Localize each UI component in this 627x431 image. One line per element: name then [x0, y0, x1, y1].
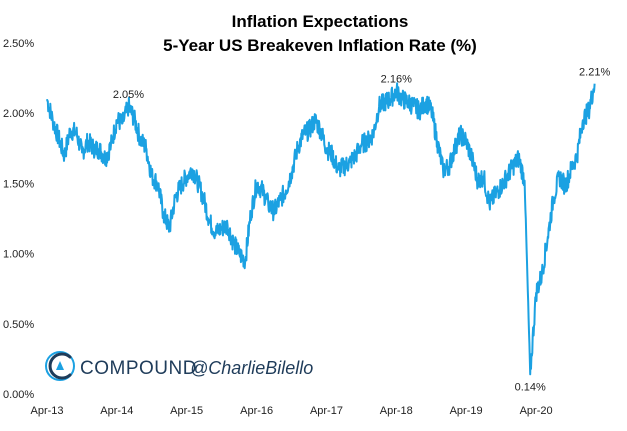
x-tick-label: Apr-20	[520, 405, 553, 417]
y-tick-label: 0.00%	[3, 389, 34, 401]
twitter-handle: @CharlieBilello	[190, 358, 313, 378]
data-label: 2.16%	[381, 74, 412, 86]
branding: COMPOUND @CharlieBilello	[45, 351, 313, 381]
chart-title: Inflation Expectations	[232, 12, 409, 31]
x-tick-label: Apr-16	[240, 405, 273, 417]
y-tick-label: 1.00%	[3, 249, 34, 261]
data-label: 0.14%	[515, 381, 546, 393]
x-tick-label: Apr-17	[310, 405, 343, 417]
series-line	[46, 82, 596, 376]
x-tick-label: Apr-14	[100, 405, 133, 417]
compound-c-logo-icon	[45, 351, 75, 381]
y-tick-label: 2.00%	[3, 108, 34, 120]
x-tick-label: Apr-19	[450, 405, 483, 417]
y-tick-label: 0.50%	[3, 319, 34, 331]
y-tick-label: 2.50%	[3, 38, 34, 50]
data-label: 2.21%	[579, 67, 610, 79]
brand-name: COMPOUND	[80, 358, 197, 379]
chart-subtitle: 5-Year US Breakeven Inflation Rate (%)	[163, 36, 477, 55]
x-tick-label: Apr-13	[30, 405, 63, 417]
y-axis: 0.00% 0.50% 1.00% 1.50% 2.00% 2.50%	[3, 38, 34, 401]
series-layer	[46, 82, 596, 376]
y-tick-label: 1.50%	[3, 178, 34, 190]
annotation-layer: 2.05% 2.16% 0.14% 2.21%	[113, 67, 611, 394]
data-label: 2.05%	[113, 89, 144, 101]
x-tick-label: Apr-15	[170, 405, 203, 417]
x-tick-label: Apr-18	[380, 405, 413, 417]
x-axis: Apr-13 Apr-14 Apr-15 Apr-16 Apr-17 Apr-18 Apr-…	[30, 405, 552, 417]
